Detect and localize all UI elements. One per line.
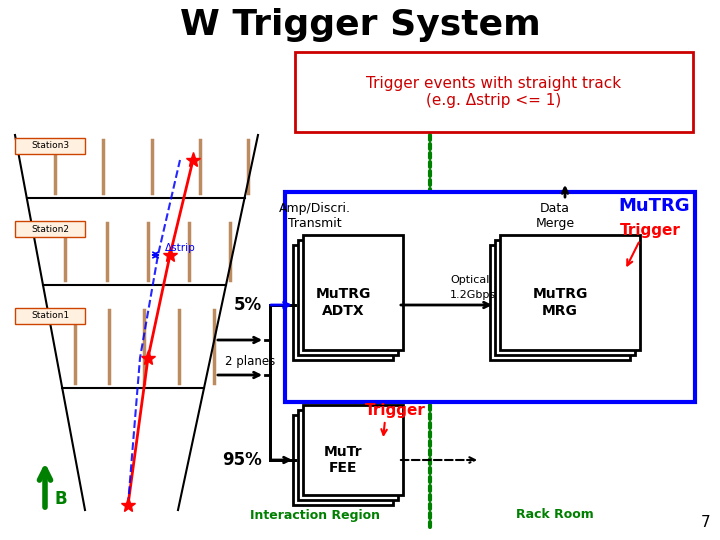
Text: Optical: Optical (450, 275, 490, 285)
Text: Interaction Region: Interaction Region (250, 509, 380, 522)
Text: Trigger: Trigger (364, 402, 426, 417)
Bar (490, 245, 630, 360)
Text: W Trigger System: W Trigger System (179, 8, 541, 42)
Text: 7: 7 (701, 515, 710, 530)
Bar (303, 405, 403, 495)
Text: Station1: Station1 (31, 312, 69, 321)
Bar (15, 221, 85, 237)
Bar (15, 138, 85, 154)
Bar (285, 192, 695, 402)
Text: Station2: Station2 (31, 225, 69, 233)
Bar (298, 240, 398, 355)
Text: 2 planes: 2 planes (225, 355, 275, 368)
Bar (303, 235, 403, 350)
Text: 95%: 95% (222, 451, 262, 469)
Bar (295, 52, 693, 132)
Bar (15, 308, 85, 324)
Bar (293, 245, 393, 360)
Text: Data
Merge: Data Merge (536, 202, 575, 230)
Text: MuTr
FEE: MuTr FEE (324, 445, 362, 475)
Bar (495, 240, 635, 355)
Text: Trigger events with straight track
(e.g. Δstrip <= 1): Trigger events with straight track (e.g.… (366, 76, 621, 108)
Text: MuTRG: MuTRG (618, 197, 690, 215)
Text: B: B (55, 490, 68, 508)
Text: Δstrip: Δstrip (165, 243, 196, 253)
Text: MuTRG
ADTX: MuTRG ADTX (315, 287, 371, 318)
Text: Station3: Station3 (31, 141, 69, 151)
Text: MuTRG
MRG: MuTRG MRG (532, 287, 588, 318)
Text: Rack Room: Rack Room (516, 509, 594, 522)
Text: Trigger: Trigger (620, 222, 680, 238)
Bar (500, 235, 640, 350)
Bar (293, 415, 393, 505)
Text: 5%: 5% (234, 296, 262, 314)
Text: 1.2Gbps: 1.2Gbps (450, 290, 496, 300)
Text: Amp/Discri.
Transmit: Amp/Discri. Transmit (279, 202, 351, 230)
Bar (298, 410, 398, 500)
